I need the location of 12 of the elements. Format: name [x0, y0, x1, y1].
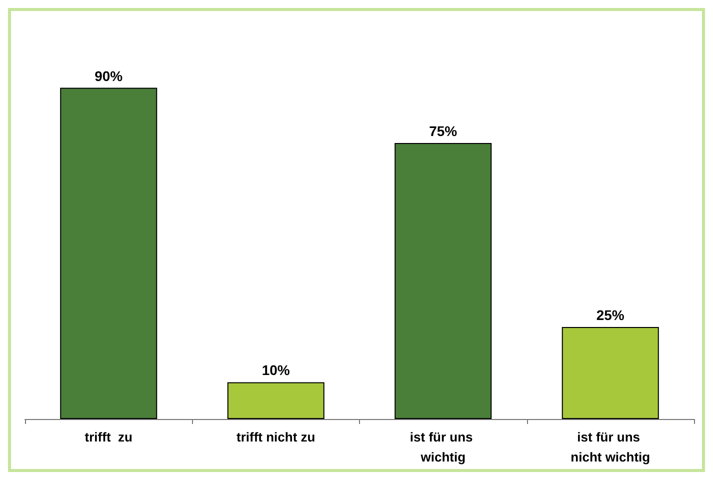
x-tick-label: ist für uns wichtig — [410, 430, 476, 464]
x-tick-label: trifft zu — [84, 430, 133, 444]
data-label: 75% — [429, 123, 458, 139]
data-label: 90% — [94, 68, 124, 84]
data-label: 25% — [596, 307, 625, 323]
data-label: 10% — [262, 362, 290, 378]
bar — [562, 327, 659, 419]
bar — [60, 88, 158, 419]
x-tick-label: trifft nicht zu — [236, 430, 316, 444]
bar — [394, 143, 492, 419]
bar — [227, 382, 324, 419]
x-tick-label: ist für uns nicht wichtig — [570, 430, 650, 464]
